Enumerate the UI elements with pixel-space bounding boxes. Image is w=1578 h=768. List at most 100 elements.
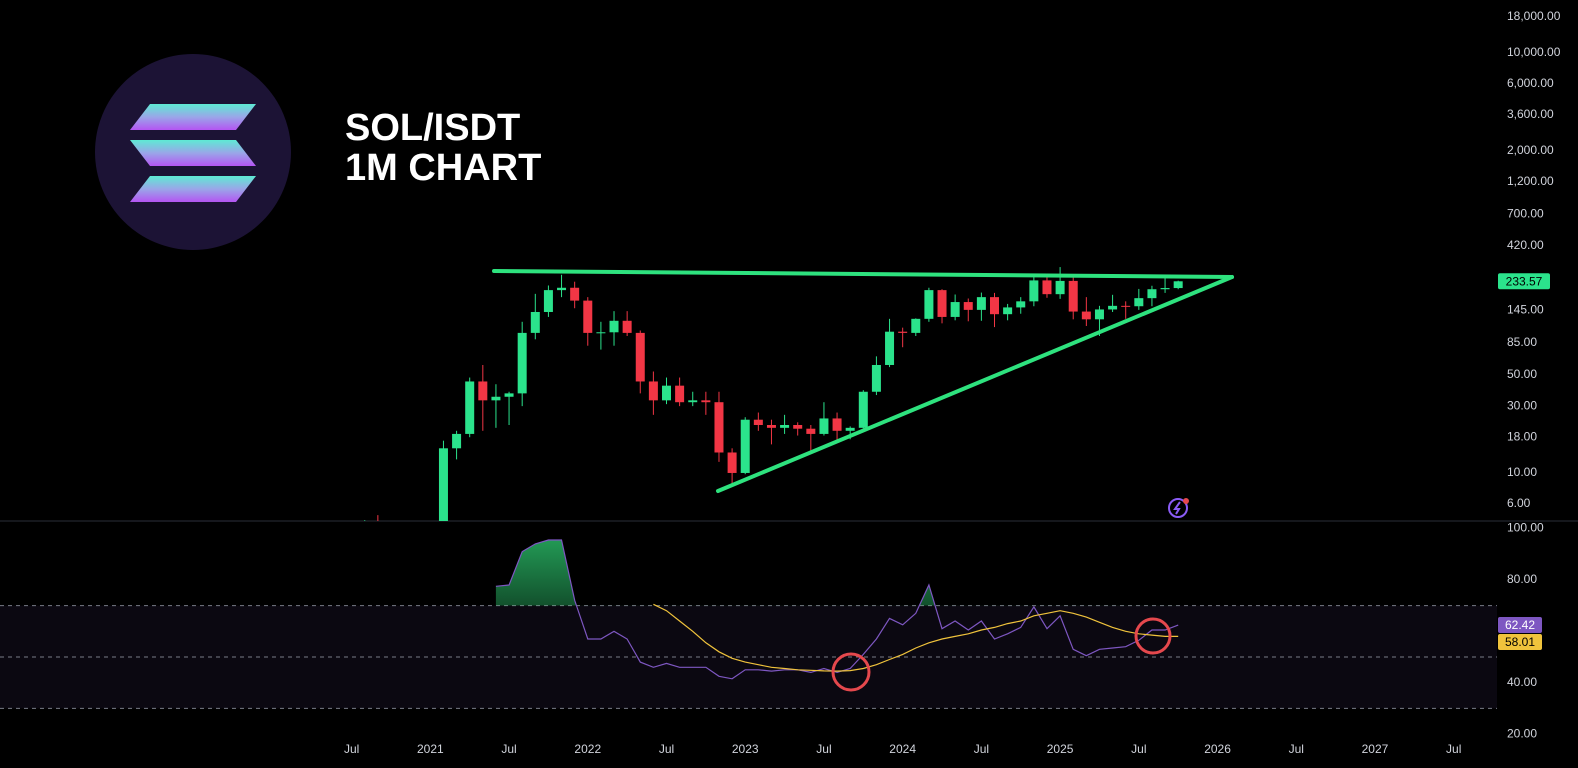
value-tag [1498,617,1542,634]
y-tick-label: 30.00 [1507,398,1537,412]
tv-icon [1168,498,1189,518]
y-tick-label: 10,000.00 [1507,45,1561,59]
y2-tick-label: 100.00 [1507,521,1544,535]
candle-body [793,424,803,429]
candle-body [1147,289,1157,299]
candle-body [675,385,685,403]
candle-body [871,364,881,392]
candle-body [530,311,540,333]
candle-body [963,302,973,310]
y-tick-label: 3,600.00 [1507,107,1554,121]
candle-body [1003,307,1013,315]
candle-body [990,297,1000,315]
candle-body [780,424,790,428]
crossover-circle [831,652,871,692]
x-tick-label: Jul [344,742,359,756]
candle-body [478,381,488,401]
y-tick-label: 18.00 [1507,429,1537,443]
price-tag-label: 233.57 [1506,274,1543,288]
candle-body [1081,311,1091,320]
candle-body [937,290,947,317]
y2-tick-label: 40.00 [1507,675,1537,689]
value-tag-label: 58.01 [1505,635,1535,649]
y-tick-label: 10.00 [1507,465,1537,479]
candle-body [740,419,750,473]
candle-body [898,331,908,333]
candle-body [1068,280,1078,312]
x-tick-label: Jul [1131,742,1146,756]
y-tick-label: 6.00 [1507,496,1531,510]
candle-body [976,297,986,310]
candle-body [806,428,816,434]
candle-body [1016,301,1026,308]
overbought-fill [495,540,936,606]
candle-body [557,287,567,291]
x-tick-label: Jul [1446,742,1461,756]
candle-body [465,381,475,434]
candle-body [1108,305,1118,310]
x-tick-label: 2023 [732,742,759,756]
y-tick-label: 50.00 [1507,367,1537,381]
candle-body [727,452,737,473]
indicator-line [653,603,1179,672]
y-tick-label: 2,000.00 [1507,143,1554,157]
y2-tick-label: 80.00 [1507,572,1537,586]
candle-body [596,332,606,334]
chart-title: SOL/ISDT [345,107,520,149]
triangle-pattern [492,269,1234,493]
candle-body [1173,281,1183,289]
x-tick-label: 2027 [1362,742,1389,756]
candle-body [622,320,632,333]
candle-body [1055,280,1065,295]
candle-body [714,402,724,453]
y-tick-label: 1,200.00 [1507,174,1554,188]
x-tick-label: Jul [974,742,989,756]
candle-body [924,290,934,319]
candle-body [570,287,580,301]
candle-body [701,400,711,403]
candle-body [648,381,658,401]
candle-body [504,393,514,397]
candle-body [1121,305,1131,307]
candle-body [753,419,763,425]
candle-body [1160,288,1170,290]
candle-body [1134,298,1144,307]
price-tag [1498,273,1550,290]
candle-body [583,300,593,333]
candle-body [1042,280,1052,295]
candle-body [911,318,921,333]
candle-body [819,418,829,434]
candle-body [832,418,842,431]
candle-body [543,290,553,312]
candle-body [885,331,895,365]
candle-body [858,391,868,428]
candle-body [438,448,448,521]
y-tick-label: 700.00 [1507,207,1544,221]
logo-mark [130,104,256,202]
x-tick-label: Jul [816,742,831,756]
x-tick-label: Jul [1289,742,1304,756]
x-tick-label: 2026 [1204,742,1231,756]
x-tick-label: 2022 [574,742,601,756]
candle-body [635,332,645,382]
candle-body [845,427,855,431]
candle-body [1029,280,1039,302]
y-tick-label: 18,000.00 [1507,9,1561,23]
y-tick-label: 6,000.00 [1507,76,1554,90]
y-tick-label: 85.00 [1507,335,1537,349]
crossover-circle [1134,617,1172,655]
candles [364,267,1183,521]
x-tick-label: Jul [501,742,516,756]
candle-body [688,400,698,403]
indicator-line [495,539,1179,680]
candle-body [661,385,671,401]
value-tag [1498,634,1542,651]
x-tick-label: 2024 [889,742,916,756]
candle-body [491,396,501,401]
value-tag-label: 62.42 [1505,618,1535,632]
candle-body [452,433,462,449]
x-tick-label: 2025 [1047,742,1074,756]
candle-body [950,302,960,317]
candle-body [517,332,527,394]
